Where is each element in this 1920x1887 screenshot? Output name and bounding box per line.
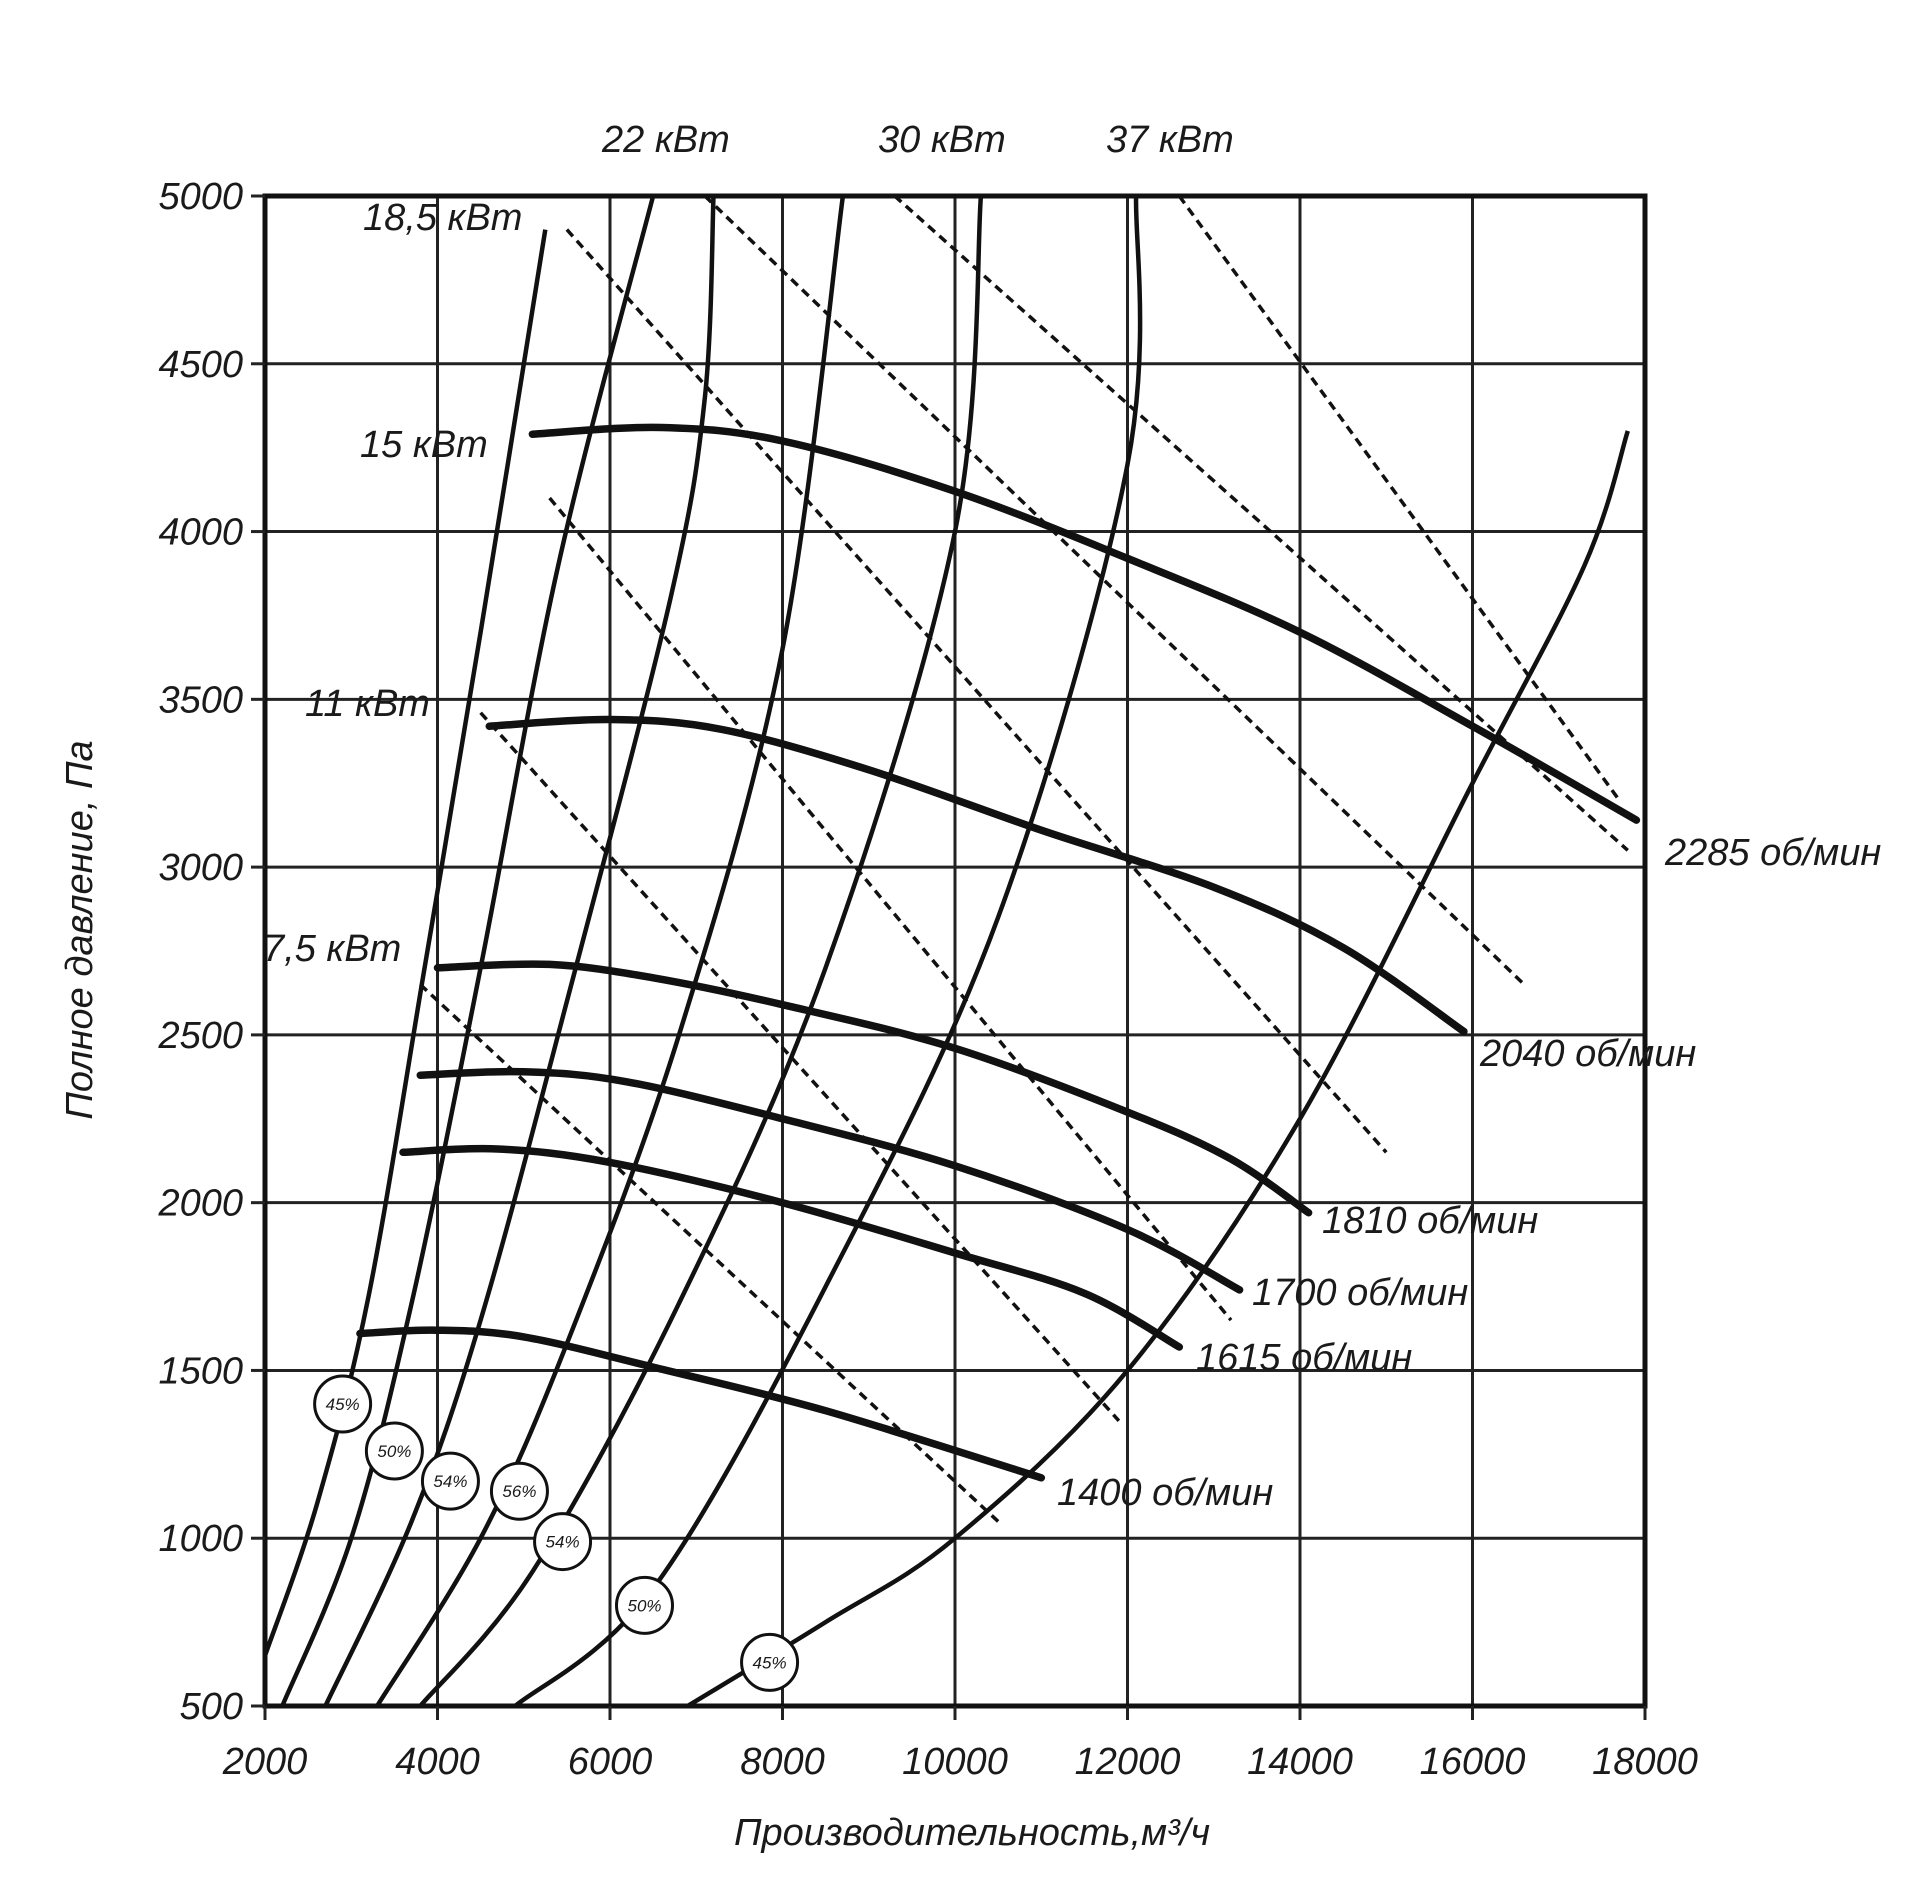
x-tick-label: 14000	[1247, 1741, 1353, 1783]
efficiency-curves	[262, 195, 1630, 1708]
efficiency-marker	[533, 1512, 593, 1572]
y-tick-label: 1500	[158, 1350, 243, 1392]
power-line-label: 30 кВт	[878, 119, 1006, 161]
efficiency-marker-label: 54%	[433, 1472, 467, 1491]
y-tick-label: 5000	[158, 176, 243, 218]
efficiency-marker	[313, 1374, 373, 1434]
efficiency-marker	[364, 1421, 424, 1481]
y-tick-label: 1000	[158, 1518, 243, 1560]
speed-curve	[399, 1144, 1184, 1351]
speed-curve-label: 1615 об/мин	[1196, 1337, 1412, 1379]
speed-curve-label: 1700 об/мин	[1252, 1272, 1468, 1314]
y-tick-label: 2000	[157, 1183, 243, 1225]
speed-curve	[433, 960, 1313, 1217]
efficiency-markers: 45% 50% 54% 56% 54% 50% 45%	[313, 1374, 800, 1692]
y-tick-label: 3500	[158, 679, 243, 721]
efficiency-marker-label: 45%	[753, 1653, 787, 1672]
y-tick-label: 4000	[158, 512, 243, 554]
y-tick-label: 3000	[158, 847, 243, 889]
speed-curve	[528, 423, 1641, 824]
x-tick-label: 6000	[568, 1741, 653, 1783]
efficiency-marker-label: 50%	[627, 1596, 661, 1615]
x-tick-label: 8000	[740, 1741, 825, 1783]
x-tick-label: 12000	[1075, 1741, 1181, 1783]
x-tick-label: 16000	[1420, 1741, 1526, 1783]
efficiency-curve	[280, 195, 656, 1707]
power-line-label: 18,5 кВт	[363, 197, 522, 239]
efficiency-marker-label: 54%	[546, 1533, 580, 1552]
power-line	[565, 228, 1388, 1154]
power-line-label: 22 кВт	[601, 119, 730, 161]
efficiency-marker-label: 45%	[326, 1395, 360, 1414]
power-line-label: 37 кВт	[1106, 119, 1234, 161]
x-tick-label: 2000	[222, 1741, 308, 1783]
power-line-label: 11 кВт	[305, 683, 430, 725]
curve-labels: 2285 об/мин 2040 об/мин 1810 об/мин 1700 об…	[263, 119, 1881, 1514]
grid-lines	[263, 194, 1647, 1708]
speed-curve	[356, 1326, 1046, 1482]
speed-curve-label: 2285 об/мин	[1664, 832, 1881, 874]
efficiency-marker	[420, 1451, 480, 1511]
efficiency-marker-label: 50%	[377, 1442, 411, 1461]
efficiency-curve	[686, 430, 1630, 1708]
power-line	[419, 983, 1000, 1523]
power-line	[1177, 194, 1621, 802]
efficiency-curve	[262, 229, 548, 1657]
efficiency-marker	[740, 1632, 800, 1692]
speed-curve-label: 1400 об/мин	[1057, 1472, 1273, 1514]
efficiency-marker-label: 56%	[502, 1482, 536, 1501]
y-tick-label: 500	[180, 1686, 243, 1728]
axis-ticks: 2000 4000 6000 8000 10000 12000 14000 16000 1800…	[157, 176, 1697, 1783]
x-tick-label: 10000	[902, 1741, 1008, 1783]
speed-curve-label: 2040 об/мин	[1479, 1033, 1696, 1075]
power-line	[548, 496, 1233, 1322]
x-axis-title: Производительность,м³/ч	[734, 1812, 1210, 1854]
y-tick-label: 2500	[157, 1015, 243, 1057]
efficiency-curve	[323, 195, 716, 1707]
speed-curve	[485, 715, 1468, 1036]
y-tick-label: 4500	[158, 344, 243, 386]
speed-curves	[356, 423, 1641, 1482]
efficiency-curve	[418, 195, 984, 1708]
x-tick-label: 18000	[1592, 1741, 1698, 1783]
efficiency-marker	[615, 1575, 674, 1635]
power-line	[703, 194, 1526, 986]
speed-curve	[416, 1067, 1244, 1294]
power-line-label: 15 кВт	[360, 424, 488, 466]
power-line-label: 7,5 кВт	[263, 928, 401, 970]
y-axis-title: Полное давление, Па	[59, 740, 101, 1119]
efficiency-marker	[489, 1461, 549, 1521]
speed-curve-label: 1810 об/мин	[1322, 1200, 1538, 1242]
x-tick-label: 4000	[395, 1741, 480, 1783]
power-line	[479, 711, 1121, 1422]
